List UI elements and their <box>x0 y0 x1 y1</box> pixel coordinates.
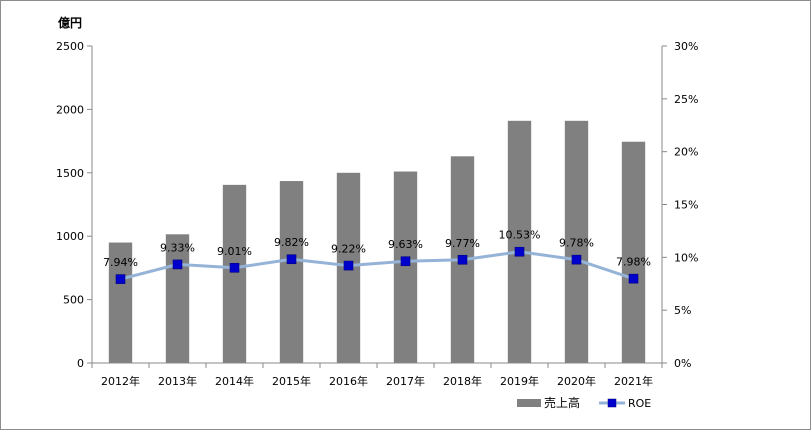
bar <box>279 181 304 363</box>
left-axis-tick-label: 1000 <box>56 230 84 243</box>
roe-point <box>514 246 525 257</box>
roe-line <box>120 250 634 281</box>
roe-data-label: 9.82% <box>274 236 309 249</box>
legend-line-label: ROE <box>628 397 651 410</box>
left-axis-unit-label: 億円 <box>58 15 82 30</box>
legend-bar-label: 売上高 <box>544 395 580 410</box>
right-axis: 0% 5% 10% 15% 20% 25% 30% <box>661 40 698 370</box>
x-axis-tick-label: 2015年 <box>272 374 311 388</box>
right-axis-tick-label: 20% <box>674 146 698 159</box>
left-axis: 0 500 1000 1500 2000 2500 <box>56 40 93 370</box>
x-axis: 2012年 2013年 2014年 2015年 2016年 2017年 2018年 2019年… <box>91 362 663 388</box>
x-axis-tick-label: 2019年 <box>500 374 539 388</box>
roe-point <box>571 254 582 265</box>
roe-point <box>400 256 411 267</box>
roe-data-label: 9.63% <box>388 238 423 251</box>
line-series: 7.94% 9.33% 9.01% 9.82% 9.22% 9.63% 9.77% 10.53… <box>103 229 651 284</box>
legend-bar-swatch <box>517 399 541 407</box>
legend: 売上高 ROE <box>517 395 651 410</box>
roe-data-label: 9.78% <box>559 237 594 250</box>
x-axis-tick-label: 2021年 <box>614 374 653 388</box>
legend-line-marker <box>607 398 617 408</box>
x-axis-tick-label: 2020年 <box>557 374 596 388</box>
roe-point <box>628 273 639 284</box>
roe-data-label: 10.53% <box>499 229 541 242</box>
bar <box>108 242 133 363</box>
right-axis-tick-label: 15% <box>674 199 698 212</box>
roe-data-label: 9.22% <box>331 243 366 256</box>
roe-data-label: 7.94% <box>103 256 138 269</box>
bar <box>222 184 247 363</box>
x-axis-tick-label: 2018年 <box>443 374 482 388</box>
roe-data-label: 9.01% <box>217 245 252 258</box>
right-axis-tick-label: 5% <box>674 304 691 317</box>
right-axis-tick-label: 30% <box>674 40 698 53</box>
roe-point <box>343 260 354 271</box>
roe-point <box>229 262 240 273</box>
left-axis-tick-label: 2000 <box>56 103 84 116</box>
x-axis-tick-label: 2017年 <box>386 374 425 388</box>
x-axis-tick-label: 2016年 <box>329 374 368 388</box>
roe-data-label: 9.77% <box>445 237 480 250</box>
left-axis-tick-label: 2500 <box>56 40 84 53</box>
left-axis-tick-label: 0 <box>77 357 84 370</box>
x-axis-tick-label: 2013年 <box>158 374 197 388</box>
roe-data-label: 7.98% <box>616 256 651 269</box>
x-axis-tick-label: 2012年 <box>101 374 140 388</box>
x-axis-tick-label: 2014年 <box>215 374 254 388</box>
right-axis-tick-label: 10% <box>674 251 698 264</box>
right-axis-tick-label: 0% <box>674 357 691 370</box>
bar <box>564 120 589 363</box>
bar <box>393 171 418 363</box>
bar <box>621 141 646 363</box>
right-axis-tick-label: 25% <box>674 93 698 106</box>
roe-point <box>286 254 297 265</box>
roe-point <box>172 259 183 270</box>
bar <box>507 120 532 363</box>
left-axis-tick-label: 500 <box>63 294 84 307</box>
roe-data-label: 9.33% <box>160 241 195 254</box>
roe-point <box>457 254 468 265</box>
roe-point <box>115 274 126 284</box>
left-axis-tick-label: 1500 <box>56 167 84 180</box>
